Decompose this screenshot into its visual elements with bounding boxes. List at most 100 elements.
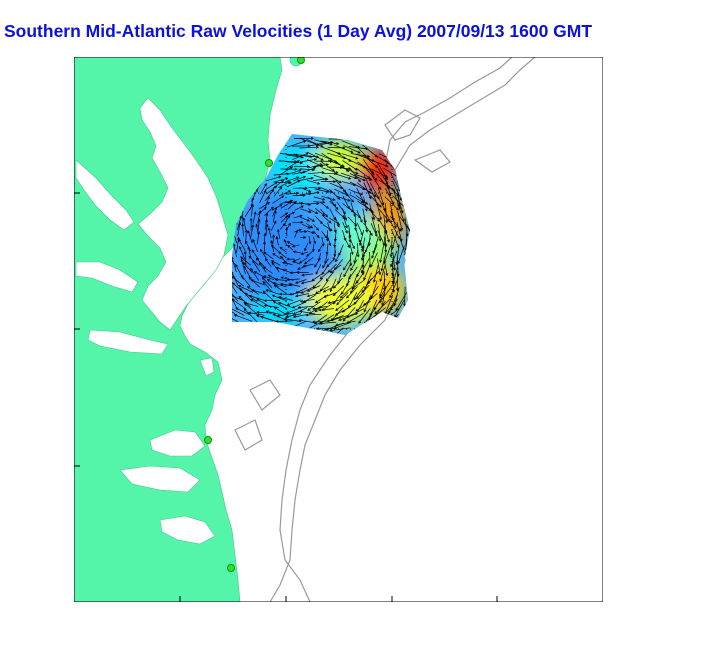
velocity-arrowhead xyxy=(239,215,243,219)
velocity-arrow xyxy=(397,245,405,264)
velocity-arrow xyxy=(265,213,268,225)
x-tick-label: 72:00 xyxy=(581,609,619,626)
velocity-arrow xyxy=(377,230,385,246)
velocity-arrowhead xyxy=(241,222,245,227)
velocity-arrow xyxy=(346,308,365,318)
velocity-arrowhead xyxy=(319,276,323,280)
velocity-arrowhead xyxy=(400,210,404,214)
velocity-arrow xyxy=(335,306,350,316)
velocity-arrow xyxy=(363,196,368,212)
velocity-arrowhead xyxy=(265,218,268,223)
velocity-arrow xyxy=(270,221,277,231)
velocity-arrowhead xyxy=(306,164,310,168)
velocity-arrow xyxy=(312,306,328,310)
velocity-arrowhead xyxy=(330,318,334,322)
velocity-arrowhead xyxy=(291,244,296,248)
velocity-arrowhead xyxy=(328,220,332,224)
velocity-arrow xyxy=(347,216,357,227)
velocity-arrowhead xyxy=(299,310,303,314)
velocity-arrowhead xyxy=(312,307,316,311)
velocity-arrow xyxy=(356,264,364,277)
velocity-arrow xyxy=(232,304,238,317)
velocity-arrow xyxy=(299,146,319,149)
chart-title: Southern Mid-Atlantic Raw Velocities (1 … xyxy=(4,21,593,41)
velocity-arrow xyxy=(280,200,293,205)
velocity-arrowhead xyxy=(306,218,311,222)
velocity-arrow xyxy=(383,257,388,276)
velocity-arrowhead xyxy=(283,238,287,243)
x-tick-label: 75:00 xyxy=(267,609,305,626)
velocity-arrowhead xyxy=(391,201,395,205)
velocity-arrow xyxy=(357,236,364,249)
colorbar-gradient xyxy=(634,4,674,652)
velocity-arrow xyxy=(278,296,294,301)
velocity-arrow xyxy=(333,277,343,289)
velocity-arrow xyxy=(350,279,358,294)
velocity-arrowhead xyxy=(252,238,256,243)
velocity-arrow xyxy=(342,222,348,234)
velocity-arrow xyxy=(396,244,400,265)
velocity-arrowhead xyxy=(287,244,291,248)
colorbar-tick-label: 30 xyxy=(680,256,697,273)
velocity-arrow xyxy=(292,171,306,175)
velocity-arrowhead xyxy=(263,189,267,193)
velocity-arrowhead xyxy=(280,276,284,280)
velocity-arrow xyxy=(292,244,300,248)
velocity-arrow xyxy=(282,262,293,265)
velocity-arrow xyxy=(383,224,390,243)
velocity-arrowhead xyxy=(249,217,253,221)
velocity-arrow xyxy=(286,307,302,314)
velocity-arrowhead xyxy=(256,298,260,302)
velocity-arrow xyxy=(295,293,309,297)
velocity-arrow xyxy=(354,285,365,301)
velocity-arrow xyxy=(327,237,331,246)
velocity-arrow xyxy=(287,241,295,247)
velocity-arrow xyxy=(373,293,385,310)
velocity-arrow xyxy=(298,202,311,206)
velocity-arrow xyxy=(238,285,254,293)
velocity-arrowhead xyxy=(296,270,300,274)
velocity-arrow xyxy=(377,187,384,205)
velocity-arrowhead xyxy=(270,206,274,210)
velocity-arrowhead xyxy=(361,272,365,276)
velocity-arrowhead xyxy=(357,150,361,154)
velocity-arrowhead xyxy=(319,321,323,325)
velocity-arrow xyxy=(321,167,339,174)
velocity-arrowhead xyxy=(300,281,305,285)
velocity-arrowhead xyxy=(248,276,252,280)
velocity-arrow xyxy=(336,292,349,305)
colorbar-tick-label: 20 xyxy=(680,386,697,403)
velocity-arrow xyxy=(350,153,370,157)
velocity-arrowhead xyxy=(272,281,276,285)
velocity-arrow xyxy=(323,286,335,293)
velocity-arrow xyxy=(370,223,378,237)
velocity-arrowhead xyxy=(371,255,375,259)
velocity-arrow xyxy=(350,259,358,271)
velocity-arrowhead xyxy=(385,220,389,224)
velocity-arrow xyxy=(241,259,246,274)
velocity-arrow xyxy=(280,283,293,287)
velocity-arrow xyxy=(371,216,377,234)
colorbar-tick-label: 35 xyxy=(680,191,697,208)
velocity-arrowhead xyxy=(304,230,308,234)
velocity-arrowhead xyxy=(274,185,278,189)
velocity-arrowhead xyxy=(258,262,262,266)
velocity-arrowhead xyxy=(272,300,276,304)
velocity-arrow xyxy=(297,265,307,270)
velocity-arrowhead xyxy=(311,231,315,234)
velocity-arrow xyxy=(251,289,266,295)
velocity-arrow xyxy=(340,287,352,299)
velocity-arrowhead xyxy=(316,191,320,194)
velocity-arrow xyxy=(292,260,301,265)
velocity-arrowhead xyxy=(335,170,339,174)
velocity-arrowhead xyxy=(265,289,269,292)
velocity-arrow xyxy=(363,217,368,233)
station-marker xyxy=(204,436,212,444)
velocity-arrow xyxy=(300,167,316,175)
velocity-arrowhead xyxy=(271,294,275,298)
velocity-arrow xyxy=(299,231,307,233)
velocity-arrowhead xyxy=(266,201,271,205)
velocity-arrowhead xyxy=(351,286,355,290)
velocity-arrowhead xyxy=(262,280,266,285)
velocity-arrowhead xyxy=(369,177,373,181)
